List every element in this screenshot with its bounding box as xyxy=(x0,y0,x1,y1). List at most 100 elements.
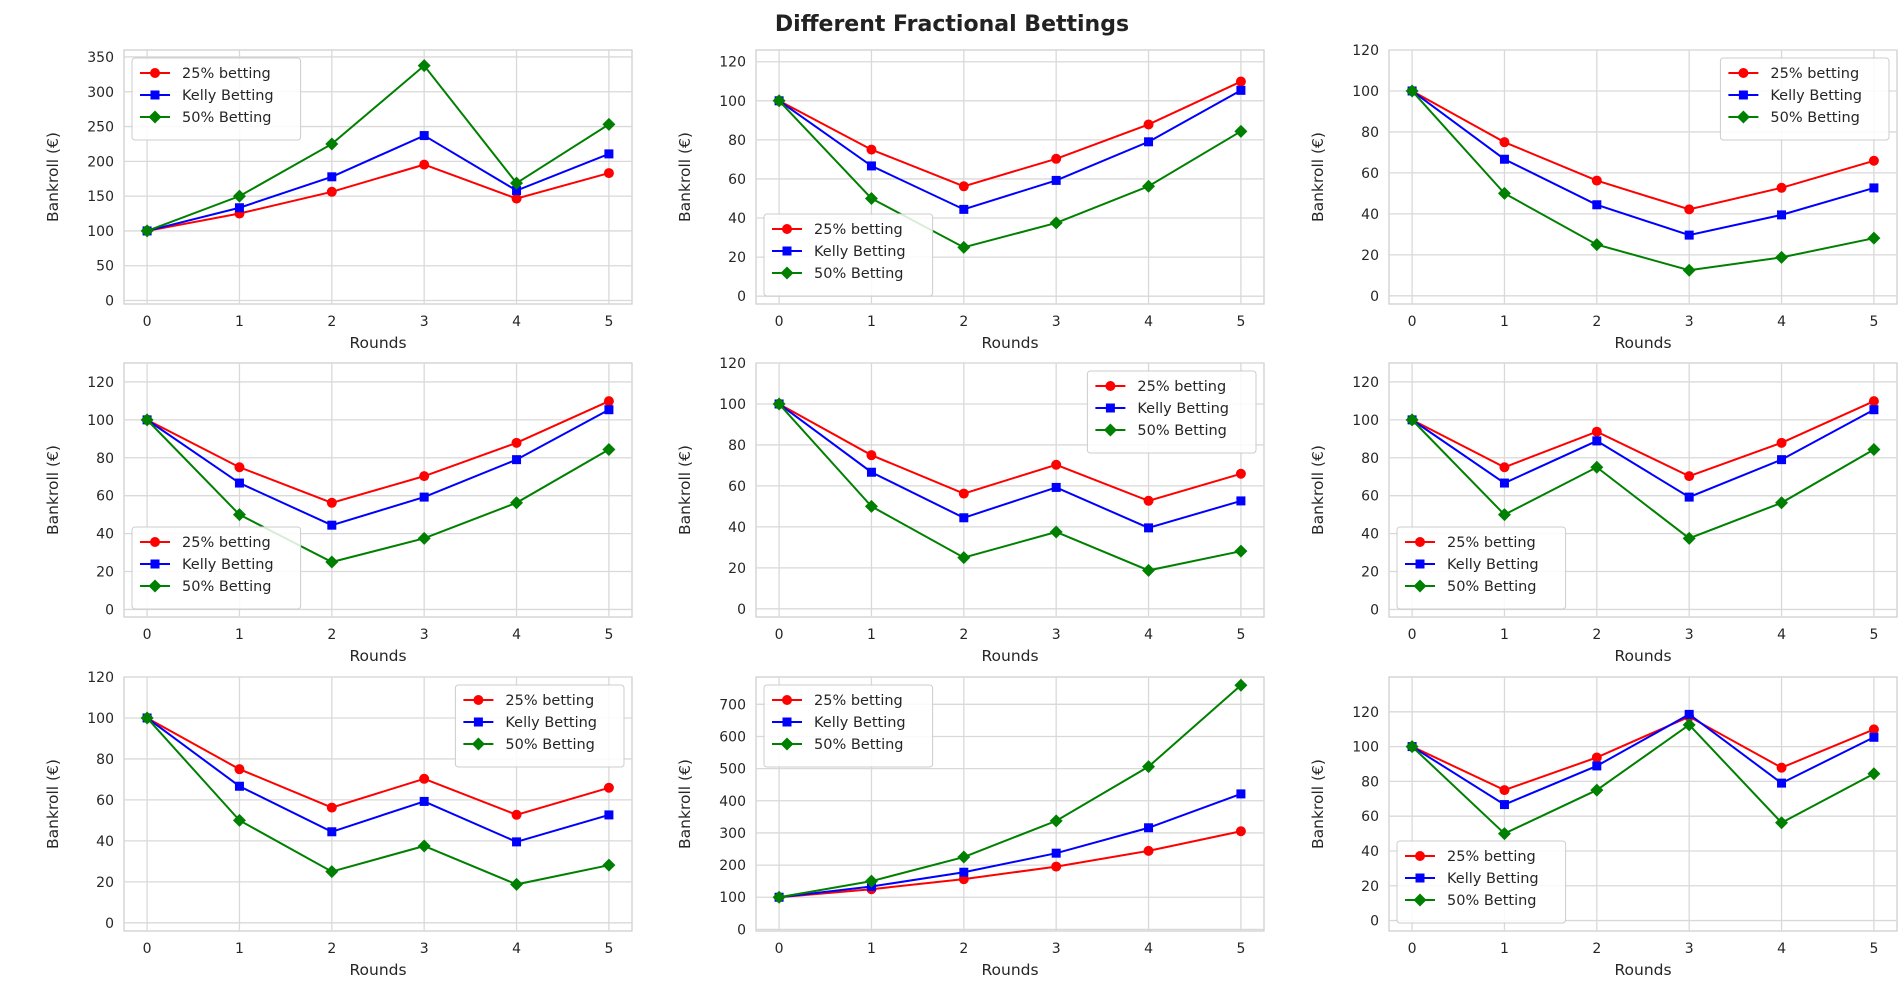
x-axis-label: Rounds xyxy=(981,334,1038,352)
y-tick-label: 100 xyxy=(719,397,746,413)
legend-box xyxy=(131,57,302,141)
y-tick-label: 80 xyxy=(1361,125,1379,141)
x-tick-label: 3 xyxy=(1685,941,1694,957)
legend-label: 25% betting xyxy=(182,66,271,82)
data-point xyxy=(232,508,246,522)
x-tick-label: 1 xyxy=(235,627,244,643)
legend-marker xyxy=(1736,110,1750,124)
data-point xyxy=(326,497,337,508)
legend-label: Kelly Betting xyxy=(1447,557,1539,573)
data-point xyxy=(1869,405,1879,415)
legend-marker xyxy=(1105,403,1115,413)
data-point xyxy=(864,874,878,888)
legend-marker xyxy=(782,246,792,256)
data-point xyxy=(1499,785,1510,796)
data-point xyxy=(1591,426,1602,437)
data-point xyxy=(604,405,614,415)
legend-marker xyxy=(780,266,794,280)
data-point xyxy=(326,802,337,813)
data-point xyxy=(512,455,522,465)
series-line xyxy=(146,163,610,232)
data-point xyxy=(510,877,524,891)
data-point xyxy=(1405,740,1419,754)
data-point xyxy=(1405,413,1419,427)
x-tick-label: 2 xyxy=(959,314,968,330)
y-tick-label: 0 xyxy=(737,602,746,618)
x-tick-label: 4 xyxy=(512,314,521,330)
data-point xyxy=(1142,179,1156,193)
data-point xyxy=(1592,200,1602,210)
y-tick-label: 20 xyxy=(1361,248,1379,264)
subplot-8: 0 100 200 300 400 500 600 700 0 1 2 3 4 5 Rounds Bankro… xyxy=(676,676,1265,979)
x-tick-label: 3 xyxy=(1685,314,1694,330)
y-tick-label: 120 xyxy=(719,356,746,372)
data-point xyxy=(1684,230,1694,240)
x-tick-label: 2 xyxy=(327,941,336,957)
y-tick-label: 200 xyxy=(719,858,746,874)
series-line xyxy=(778,792,1242,899)
x-axis-label: Rounds xyxy=(981,647,1038,665)
y-tick-label: 40 xyxy=(1361,527,1379,543)
y-tick-label: 20 xyxy=(96,565,114,581)
y-tick-label: 80 xyxy=(728,133,746,149)
data-point xyxy=(417,839,431,853)
x-axis-label: Rounds xyxy=(1614,647,1671,665)
series-line xyxy=(146,408,610,527)
y-tick-label: 100 xyxy=(87,413,114,429)
series-line xyxy=(1411,90,1875,211)
x-tick-label: 1 xyxy=(1500,941,1509,957)
y-tick-label: 60 xyxy=(728,172,746,188)
x-tick-label: 2 xyxy=(1592,627,1601,643)
x-tick-label: 3 xyxy=(1052,627,1061,643)
x-tick-label: 1 xyxy=(235,314,244,330)
subplot-3: 0 20 40 60 80 100 120 0 1 2 3 4 5 Rounds Bankroll (€) 2… xyxy=(1309,43,1898,352)
data-point xyxy=(959,204,969,214)
y-tick-label: 60 xyxy=(728,479,746,495)
x-tick-label: 5 xyxy=(1236,941,1245,957)
data-point xyxy=(957,240,971,254)
data-point xyxy=(1684,492,1694,502)
data-point xyxy=(326,186,337,197)
subplot-6: 0 20 40 60 80 100 120 0 1 2 3 4 5 Rounds Bankroll (€) 2… xyxy=(1309,362,1898,665)
legend-label: 50% Betting xyxy=(1770,110,1860,126)
x-tick-label: 5 xyxy=(1869,314,1878,330)
x-tick-label: 1 xyxy=(867,314,876,330)
data-point xyxy=(1775,816,1789,830)
data-point xyxy=(1499,137,1510,148)
series-line xyxy=(1411,715,1875,792)
data-point xyxy=(1868,396,1879,407)
legend-marker xyxy=(1415,559,1425,569)
legend-label: 25% betting xyxy=(1770,66,1859,82)
data-point xyxy=(1776,762,1787,773)
x-tick-label: 3 xyxy=(420,627,429,643)
x-tick-label: 5 xyxy=(1869,627,1878,643)
data-point xyxy=(1143,845,1154,856)
x-tick-label: 1 xyxy=(867,941,876,957)
data-point xyxy=(419,796,429,806)
data-point xyxy=(1143,495,1154,506)
legend-marker xyxy=(471,737,485,751)
series-line xyxy=(778,80,1242,188)
x-tick-label: 1 xyxy=(1500,314,1509,330)
data-point xyxy=(1142,563,1156,577)
legend-box xyxy=(131,526,302,610)
series-line xyxy=(778,403,1242,572)
x-axis-label: Rounds xyxy=(1614,334,1671,352)
y-tick-label: 60 xyxy=(96,793,114,809)
x-tick-label: 3 xyxy=(1685,627,1694,643)
data-point xyxy=(1497,186,1511,200)
subplot-2: 0 20 40 60 80 100 120 0 1 2 3 4 5 Rounds Bankroll (€) 2… xyxy=(676,49,1265,352)
data-point xyxy=(866,161,876,171)
data-point xyxy=(1144,137,1154,147)
x-tick-label: 4 xyxy=(1144,314,1153,330)
y-tick-label: 40 xyxy=(728,520,746,536)
legend-label: 50% Betting xyxy=(814,737,904,753)
data-point xyxy=(140,224,154,238)
data-point xyxy=(1144,823,1154,833)
data-point xyxy=(234,781,244,791)
data-point xyxy=(603,782,614,793)
x-tick-label: 3 xyxy=(1052,941,1061,957)
data-point xyxy=(1234,124,1248,138)
data-point xyxy=(1497,827,1511,841)
